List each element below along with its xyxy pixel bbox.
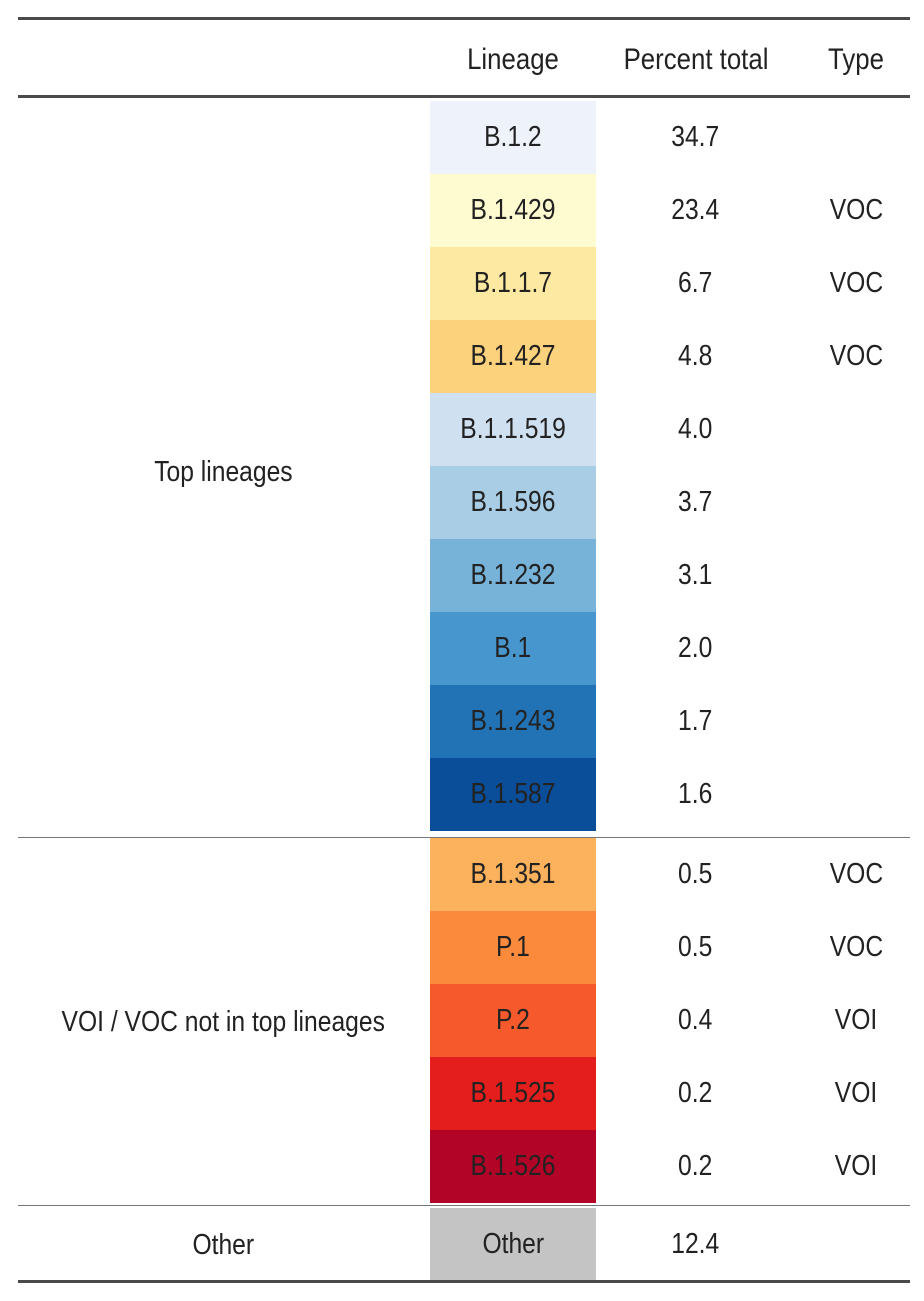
lineage-label: P.2 [496, 1004, 530, 1036]
lineage-label: B.1.2 [484, 121, 542, 153]
percent-value: 0.2 [677, 1077, 713, 1109]
lineage-cell: P.2 [430, 984, 596, 1057]
type-cell: VOI [796, 1130, 916, 1203]
percent-cell: 0.5 [620, 838, 770, 911]
header-type: Type [828, 43, 884, 76]
lineage-label: B.1.526 [470, 1150, 556, 1182]
group-divider-2 [18, 1205, 910, 1206]
percent-cell: 4.8 [620, 320, 770, 393]
type-value: VOC [829, 858, 883, 890]
type-cell [796, 539, 916, 612]
group-label-other: Other [192, 1229, 254, 1261]
percent-value: 4.8 [677, 340, 713, 372]
percent-cell: 12.4 [620, 1208, 770, 1280]
percent-cell: 6.7 [620, 247, 770, 320]
type-value: VOC [829, 931, 883, 963]
lineage-cell: B.1.2 [430, 101, 596, 174]
percent-value: 34.7 [670, 121, 719, 153]
lineage-cell: B.1.526 [430, 1130, 596, 1203]
type-cell [796, 466, 916, 539]
percent-value: 3.1 [677, 559, 713, 591]
lineage-label: B.1.1.519 [460, 413, 566, 445]
lineage-label: B.1.243 [470, 705, 556, 737]
lineage-label: B.1.429 [470, 194, 556, 226]
lineage-cell: P.1 [430, 911, 596, 984]
type-cell: VOC [796, 174, 916, 247]
lineage-label: B.1.232 [470, 559, 556, 591]
lineage-label: P.1 [496, 931, 530, 963]
percent-cell: 3.7 [620, 466, 770, 539]
percent-value: 2.0 [677, 632, 713, 664]
percent-cell: 34.7 [620, 101, 770, 174]
type-cell [796, 101, 916, 174]
percent-value: 0.4 [677, 1004, 713, 1036]
lineage-cell: B.1.1.519 [430, 393, 596, 466]
percent-cell: 0.2 [620, 1130, 770, 1203]
percent-value: 4.0 [677, 413, 713, 445]
type-cell: VOI [796, 1057, 916, 1130]
percent-value: 23.4 [670, 194, 719, 226]
percent-value: 1.7 [677, 705, 713, 737]
percent-cell: 2.0 [620, 612, 770, 685]
lineage-label: B.1.525 [470, 1077, 556, 1109]
type-value: VOC [829, 194, 883, 226]
lineage-label: B.1.596 [470, 486, 556, 518]
percent-cell: 3.1 [620, 539, 770, 612]
type-cell [796, 393, 916, 466]
bottom-rule [18, 1280, 910, 1283]
lineage-cell: B.1.243 [430, 685, 596, 758]
lineage-cell: B.1.427 [430, 320, 596, 393]
header-rule [18, 95, 910, 98]
lineage-cell: B.1.587 [430, 758, 596, 831]
lineage-label: B.1.587 [470, 778, 556, 810]
type-value: VOI [834, 1004, 878, 1036]
lineage-cell: B.1.232 [430, 539, 596, 612]
lineage-cell: B.1.596 [430, 466, 596, 539]
type-value: VOC [829, 340, 883, 372]
percent-cell: 4.0 [620, 393, 770, 466]
percent-cell: 0.4 [620, 984, 770, 1057]
percent-cell: 1.7 [620, 685, 770, 758]
percent-value: 0.2 [677, 1150, 713, 1182]
percent-value: 0.5 [677, 931, 713, 963]
type-value: VOI [834, 1150, 878, 1182]
lineage-cell: B.1.351 [430, 838, 596, 911]
percent-cell: 23.4 [620, 174, 770, 247]
lineage-label: B.1 [494, 632, 532, 664]
type-cell [796, 758, 916, 831]
type-cell: VOI [796, 984, 916, 1057]
lineage-cell: B.1.1.7 [430, 247, 596, 320]
lineage-label: B.1.351 [470, 858, 556, 890]
top-rule [18, 17, 910, 20]
lineage-cell: B.1 [430, 612, 596, 685]
type-value: VOI [834, 1077, 878, 1109]
lineage-cell: B.1.525 [430, 1057, 596, 1130]
header-percent-total: Percent total [623, 43, 769, 76]
type-value: VOC [829, 267, 883, 299]
percent-value: 1.6 [677, 778, 713, 810]
percent-value: 6.7 [677, 267, 713, 299]
lineage-label: B.1.427 [470, 340, 556, 372]
type-cell: VOC [796, 911, 916, 984]
lineage-label: B.1.1.7 [473, 267, 553, 299]
type-cell [796, 612, 916, 685]
group-label-voi-voc: VOI / VOC not in top lineages [61, 1006, 385, 1038]
type-cell: VOC [796, 320, 916, 393]
type-cell [796, 685, 916, 758]
lineage-label: Other [482, 1228, 544, 1260]
header-lineage: Lineage [467, 43, 559, 76]
lineage-cell: Other [430, 1208, 596, 1280]
percent-value: 3.7 [677, 486, 713, 518]
percent-cell: 0.2 [620, 1057, 770, 1130]
percent-cell: 1.6 [620, 758, 770, 831]
percent-value: 12.4 [670, 1228, 719, 1260]
type-cell [796, 1208, 916, 1280]
group-label-top-lineages: Top lineages [153, 456, 293, 488]
type-cell: VOC [796, 247, 916, 320]
lineage-cell: B.1.429 [430, 174, 596, 247]
group-divider-1 [18, 837, 910, 838]
percent-value: 0.5 [677, 858, 713, 890]
percent-cell: 0.5 [620, 911, 770, 984]
type-cell: VOC [796, 838, 916, 911]
